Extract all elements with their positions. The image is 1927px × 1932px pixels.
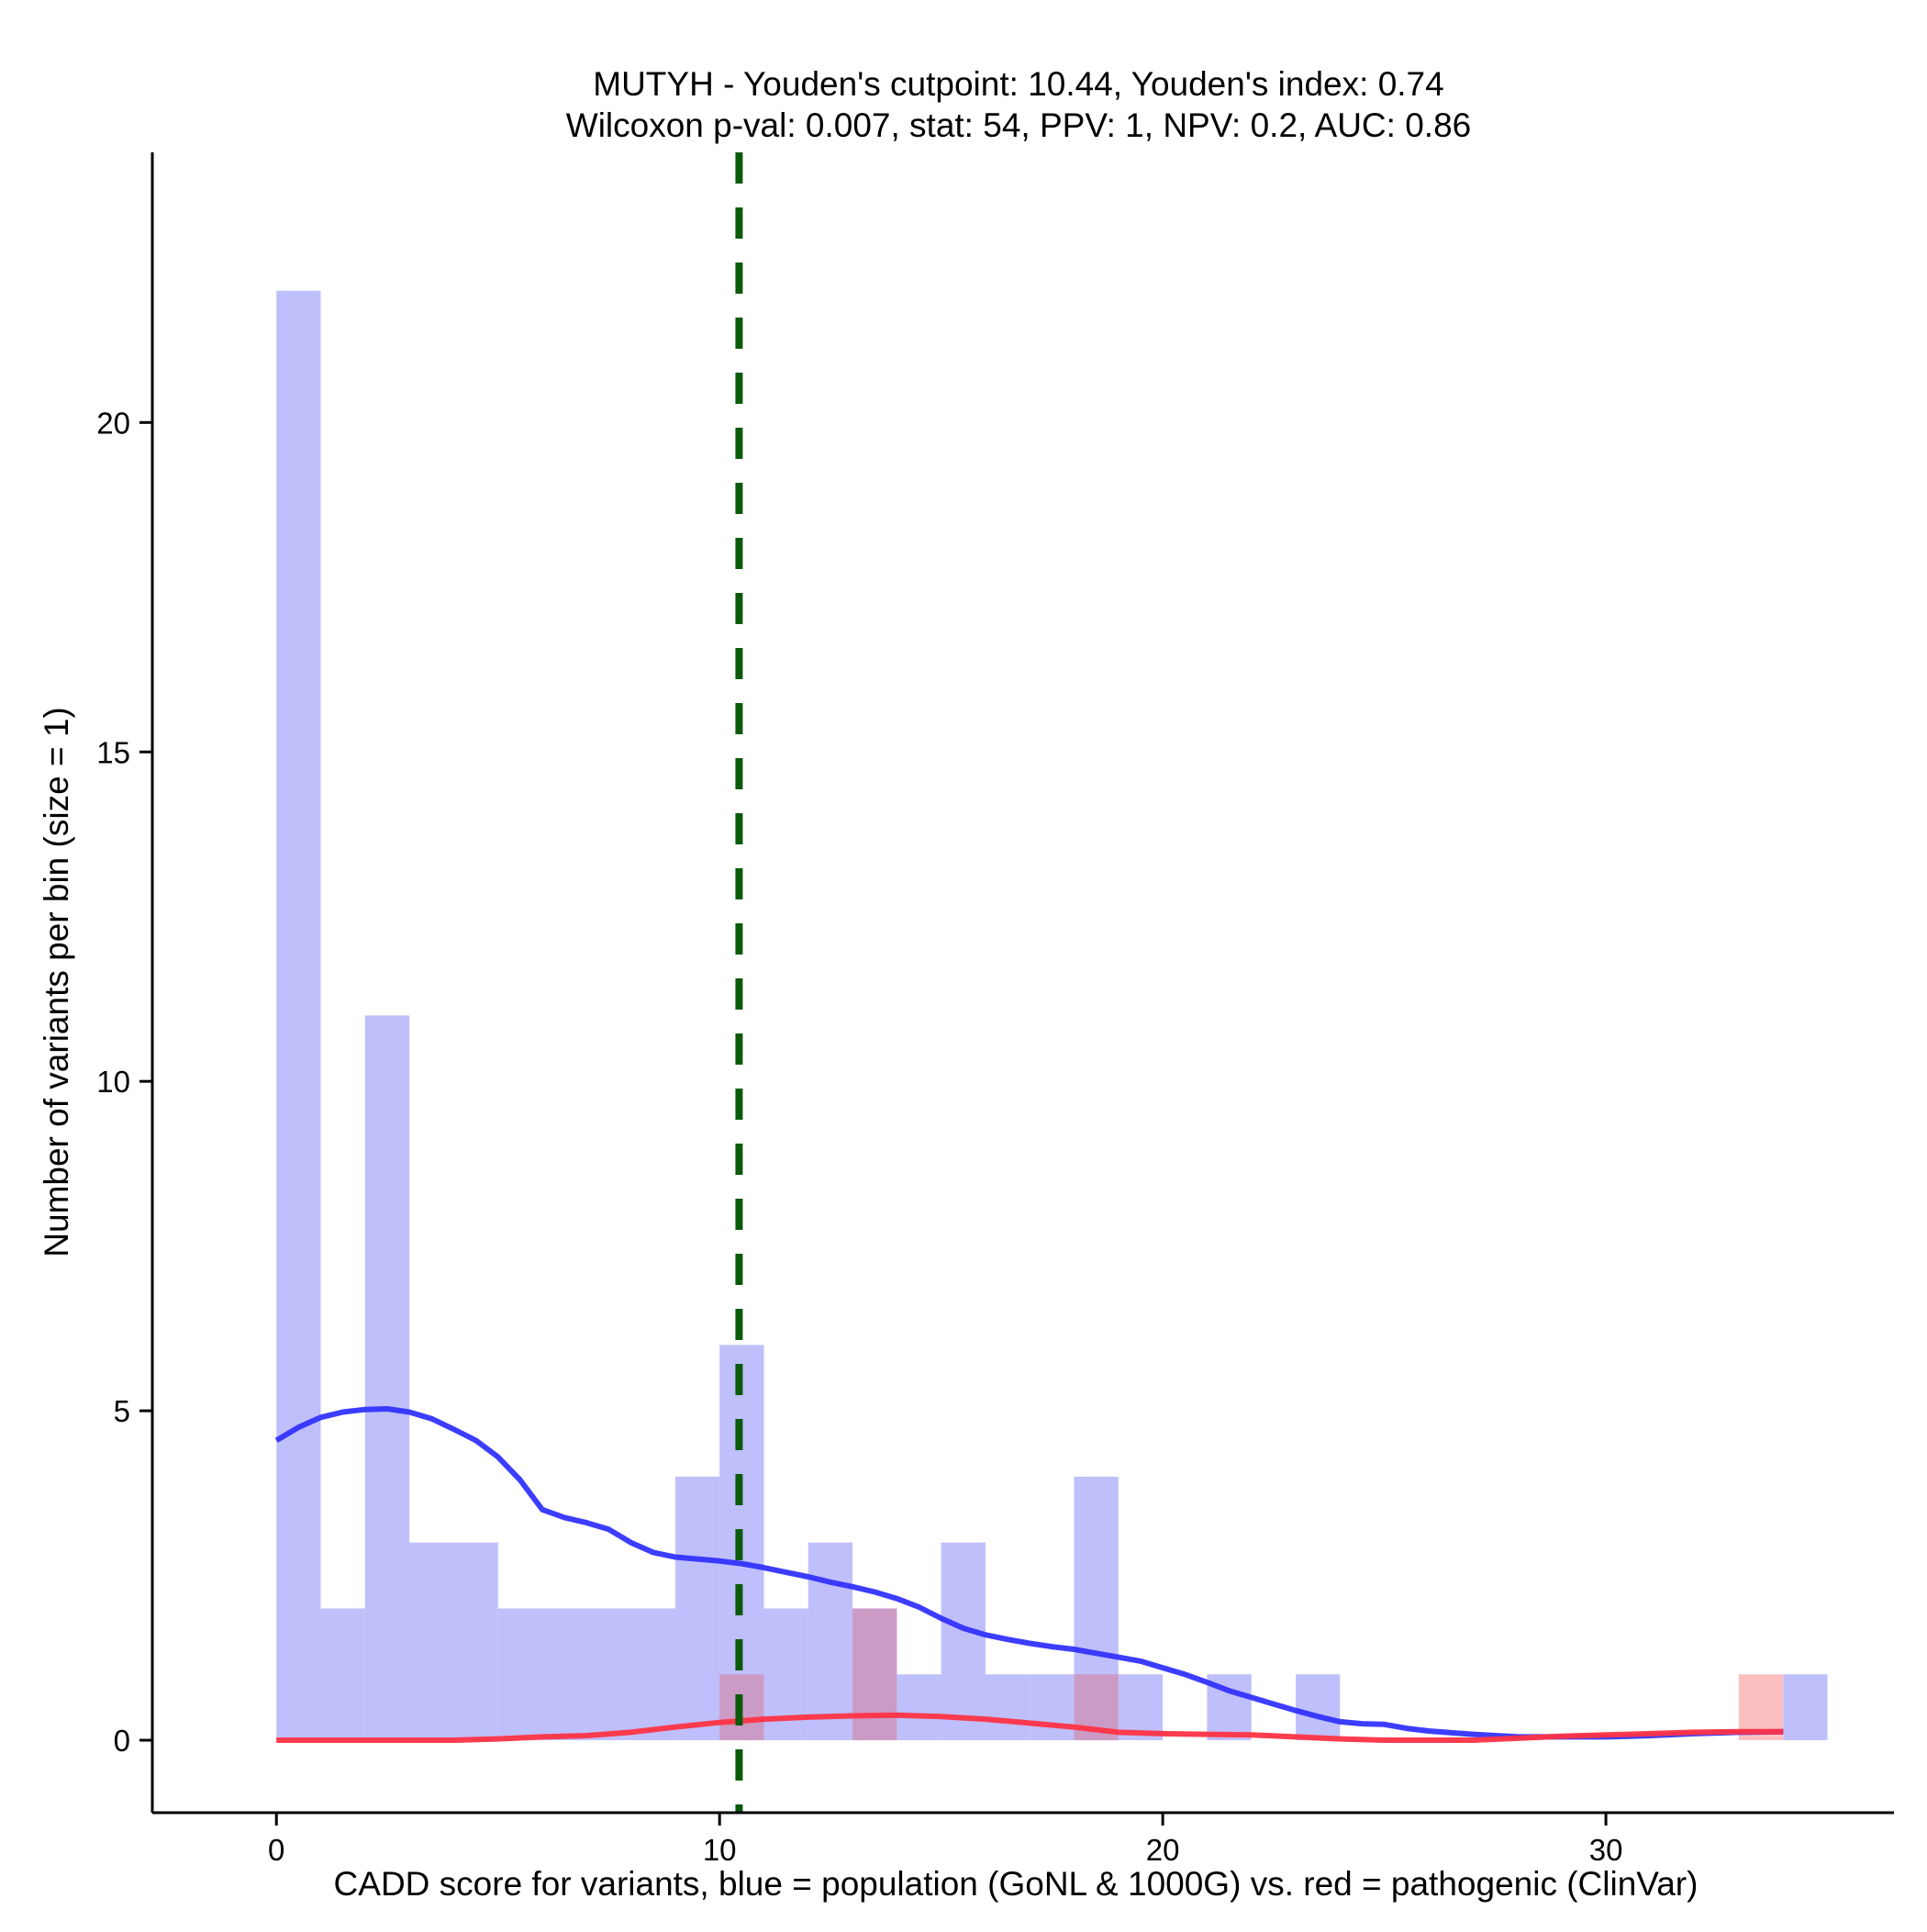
density-lines <box>274 1406 1784 1743</box>
chart-title-line-1: MUTYH - Youden's cutpoint: 10.44, Youden… <box>593 65 1443 103</box>
y-tick-label: 20 <box>96 406 130 440</box>
population-bar <box>320 1608 365 1741</box>
population-bar <box>808 1542 853 1741</box>
population-density-line <box>274 1406 1784 1740</box>
axes <box>150 152 1894 1815</box>
x-tick-label: 20 <box>1146 1833 1180 1867</box>
pathogenic-density-line <box>276 1712 1784 1743</box>
y-tick-label: 0 <box>114 1724 130 1758</box>
population-bar <box>276 290 321 1741</box>
y-tick-label: 15 <box>96 735 130 769</box>
population-bar <box>674 1476 720 1741</box>
pathogenic-bar-overlap <box>852 1608 897 1741</box>
population-bar <box>1783 1674 1828 1741</box>
population-bar <box>1030 1674 1075 1741</box>
x-axis-title: CADD score for variants, blue = populati… <box>334 1865 1699 1903</box>
x-tick-label: 30 <box>1589 1833 1623 1867</box>
population-bar <box>453 1542 498 1741</box>
x-tick-label: 10 <box>703 1833 737 1867</box>
y-tick-label: 5 <box>114 1394 130 1428</box>
population-bar <box>497 1608 542 1741</box>
population-bars <box>276 290 1828 1741</box>
population-bar <box>1118 1674 1164 1741</box>
population-bar <box>941 1542 986 1741</box>
chart-title-line-2: Wilcoxon p-val: 0.007, stat: 54, PPV: 1,… <box>566 106 1471 144</box>
population-bar <box>630 1608 675 1741</box>
population-bar <box>409 1542 454 1741</box>
population-bar <box>897 1674 941 1741</box>
y-tick-label: 10 <box>96 1065 130 1099</box>
x-tick-label: 0 <box>268 1833 284 1867</box>
population-bar <box>586 1608 631 1741</box>
population-bar <box>364 1015 410 1741</box>
population-bar <box>985 1674 1030 1741</box>
x-axis-ticks: 0 10 20 30 <box>268 1813 1622 1867</box>
population-bar <box>1296 1674 1341 1741</box>
y-axis-title: Number of variants per bin (size = 1) <box>38 707 75 1256</box>
y-axis-ticks: 0 5 10 15 20 <box>96 406 152 1758</box>
population-bar <box>541 1608 587 1741</box>
chart-title: MUTYH - Youden's cutpoint: 10.44, Youden… <box>566 65 1471 144</box>
